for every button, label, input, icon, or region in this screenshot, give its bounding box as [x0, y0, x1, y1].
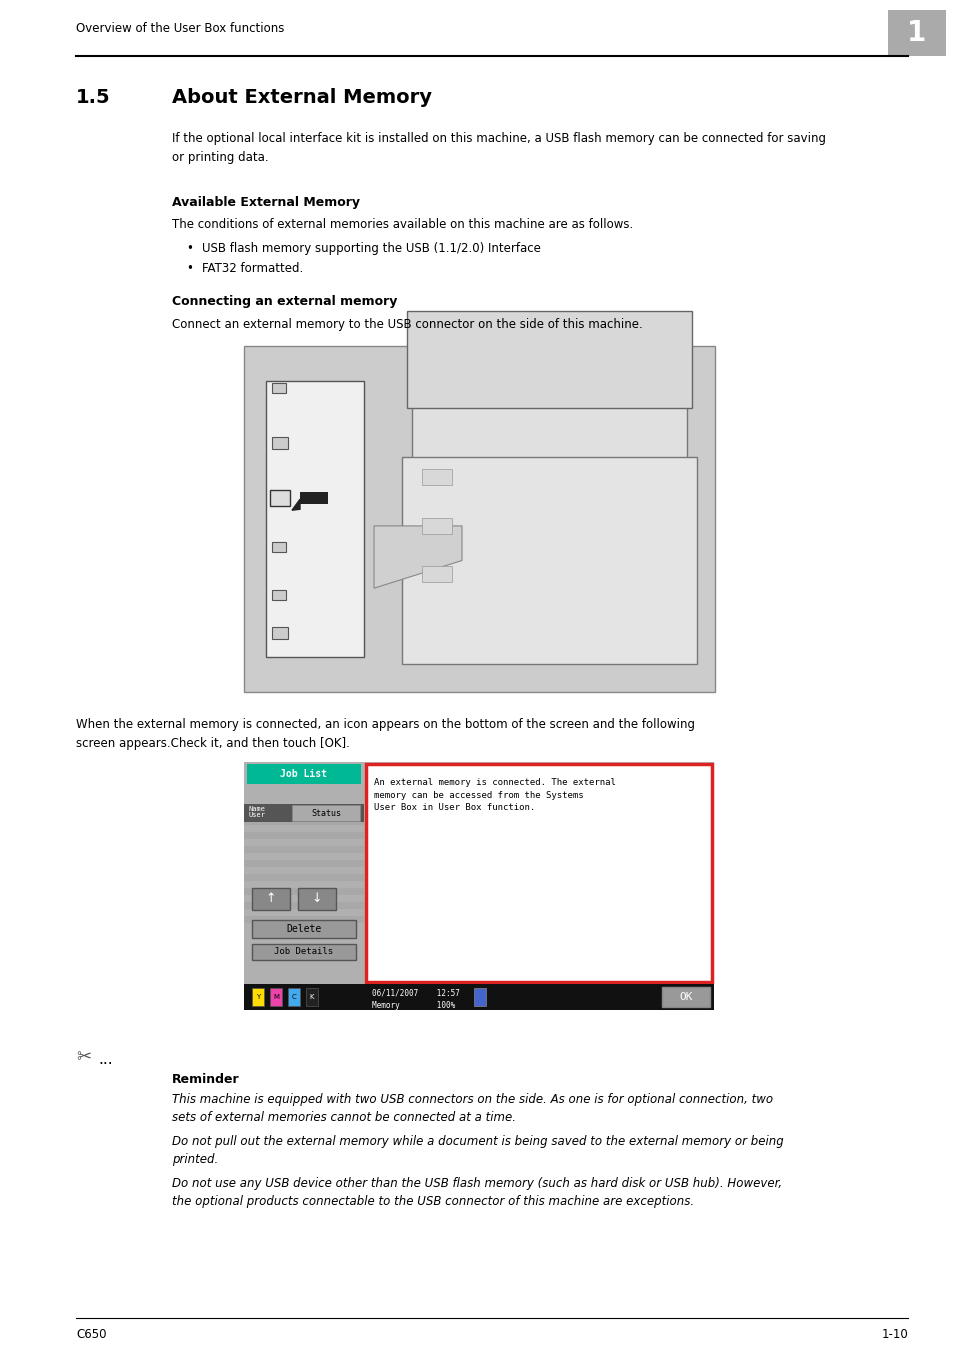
Bar [272, 541, 286, 552]
Text: Y: Y [255, 994, 260, 1000]
Text: Connect an external memory to the USB connector on the side of this machine.: Connect an external memory to the USB co… [172, 319, 642, 331]
Bar [244, 984, 713, 1010]
Bar [272, 590, 286, 601]
Text: ✂: ✂ [76, 1048, 91, 1067]
Bar [244, 902, 364, 909]
Text: Do not use any USB device other than the USB flash memory (such as hard disk or : Do not use any USB device other than the… [172, 1177, 781, 1208]
Bar [421, 567, 452, 582]
Bar [252, 919, 355, 938]
Text: USB flash memory supporting the USB (1.1/2.0) Interface: USB flash memory supporting the USB (1.1… [202, 242, 540, 255]
Polygon shape [374, 526, 461, 589]
Bar [270, 988, 282, 1006]
Bar [244, 805, 364, 811]
Bar [299, 493, 328, 505]
Bar [272, 382, 286, 393]
Text: •: • [186, 242, 193, 255]
Text: About External Memory: About External Memory [172, 88, 432, 107]
Text: Available External Memory: Available External Memory [172, 196, 359, 209]
Bar [421, 518, 452, 533]
Bar [252, 888, 290, 910]
Bar [244, 860, 364, 867]
Bar [252, 944, 355, 960]
Text: K: K [310, 994, 314, 1000]
Text: This machine is equipped with two USB connectors on the side. As one is for opti: This machine is equipped with two USB co… [172, 1094, 772, 1125]
Bar [292, 805, 359, 821]
Bar [244, 917, 364, 923]
Bar [244, 805, 364, 822]
Bar [661, 987, 709, 1007]
Bar [244, 761, 364, 1010]
Bar [272, 628, 288, 639]
Bar [244, 818, 364, 825]
Text: FAT32 formatted.: FAT32 formatted. [202, 262, 303, 275]
Bar [412, 374, 686, 495]
Bar [401, 456, 697, 664]
Text: Delete: Delete [286, 923, 321, 934]
Bar [252, 988, 264, 1006]
Bar [421, 470, 452, 486]
Text: Do not pull out the external memory while a document is being saved to the exter: Do not pull out the external memory whil… [172, 1135, 783, 1166]
Text: Status: Status [311, 809, 340, 818]
Text: Name: Name [249, 806, 266, 811]
Bar [272, 437, 288, 450]
Bar [288, 988, 299, 1006]
Bar [306, 988, 317, 1006]
Text: 06/11/2007    12:57: 06/11/2007 12:57 [372, 988, 459, 998]
Text: 1: 1 [906, 19, 925, 47]
Bar [244, 832, 364, 838]
Text: Job List: Job List [280, 769, 327, 779]
Text: ↑: ↑ [266, 892, 276, 906]
Bar [247, 764, 360, 784]
Bar [297, 888, 335, 910]
Bar [244, 888, 364, 895]
Text: Connecting an external memory: Connecting an external memory [172, 296, 397, 308]
Text: 1.5: 1.5 [76, 88, 111, 107]
Text: M: M [273, 994, 278, 1000]
Polygon shape [292, 500, 299, 510]
Bar [244, 846, 364, 853]
Bar [272, 493, 288, 505]
Bar [366, 764, 711, 981]
Bar [244, 346, 714, 693]
Bar [270, 490, 290, 506]
Text: If the optional local interface kit is installed on this machine, a USB flash me: If the optional local interface kit is i… [172, 132, 825, 163]
Text: Reminder: Reminder [172, 1073, 239, 1085]
Bar [266, 381, 364, 657]
Text: C650: C650 [76, 1328, 107, 1342]
Text: 1-10: 1-10 [881, 1328, 907, 1342]
Text: Memory        100%: Memory 100% [372, 1000, 455, 1010]
Bar [244, 873, 364, 882]
Text: Overview of the User Box functions: Overview of the User Box functions [76, 22, 284, 35]
Bar [407, 312, 691, 408]
Text: User: User [249, 811, 266, 818]
Text: An external memory is connected. The external
memory can be accessed from the Sy: An external memory is connected. The ext… [374, 778, 616, 811]
Text: •: • [186, 262, 193, 275]
Text: Job Details: Job Details [274, 948, 334, 957]
Text: ...: ... [98, 1052, 112, 1066]
Text: ↓: ↓ [312, 892, 322, 906]
Bar [887, 9, 945, 55]
Text: C: C [292, 994, 296, 1000]
Bar [474, 988, 485, 1006]
Text: When the external memory is connected, an icon appears on the bottom of the scre: When the external memory is connected, a… [76, 718, 695, 751]
Text: The conditions of external memories available on this machine are as follows.: The conditions of external memories avai… [172, 217, 633, 231]
Bar [244, 761, 713, 1010]
Text: OK: OK [679, 992, 692, 1002]
